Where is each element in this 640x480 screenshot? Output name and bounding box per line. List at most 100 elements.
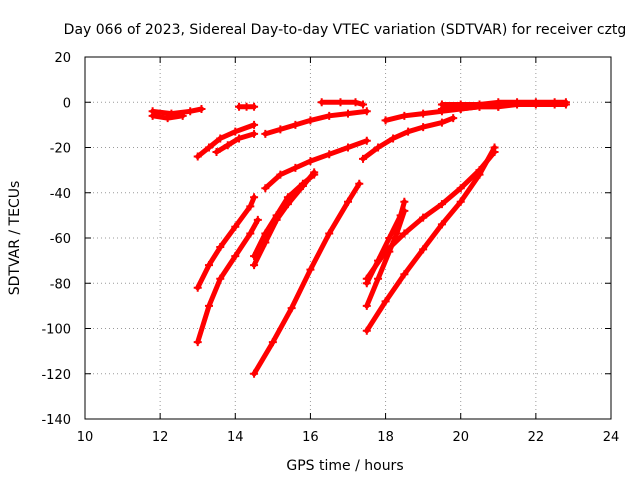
data-points [148, 98, 570, 378]
data-point-14-2 [419, 109, 428, 118]
data-point-20-6 [475, 170, 484, 179]
data-track-10 [250, 170, 319, 261]
data-point-14-0 [381, 116, 390, 125]
data-point-17-4 [400, 197, 409, 206]
x-tick-label-5: 20 [452, 430, 469, 445]
x-tick-label-3: 16 [302, 430, 319, 445]
data-point-20-5 [456, 197, 465, 206]
data-point-0-3 [197, 105, 206, 114]
data-point-12-4 [325, 229, 334, 238]
data-point-13-0 [359, 154, 368, 163]
data-point-1-2 [178, 111, 187, 120]
data-point-9-0 [250, 261, 259, 270]
data-point-7-4 [246, 202, 255, 211]
data-point-2-2 [250, 102, 259, 111]
data-track-line-20 [364, 145, 497, 334]
data-point-10-0 [250, 252, 259, 261]
data-point-7-1 [204, 261, 213, 270]
data-track-line-10 [251, 172, 317, 259]
data-point-7-3 [231, 222, 240, 231]
data-point-10-4 [298, 179, 307, 188]
y-tick-label-6: -20 [50, 142, 71, 157]
data-point-13-6 [449, 114, 458, 123]
data-point-12-0 [250, 369, 259, 378]
chart-title: Day 066 of 2023, Sidereal Day-to-day VTE… [64, 22, 627, 38]
data-track-6 [317, 98, 368, 109]
data-point-6-1 [336, 98, 345, 107]
x-tick-label-0: 10 [77, 430, 94, 445]
data-track-3 [193, 120, 259, 161]
data-track-4 [212, 129, 259, 157]
data-point-8-0 [193, 338, 202, 347]
data-point-4-1 [223, 141, 232, 150]
x-tick-label-1: 12 [152, 430, 169, 445]
data-point-8-5 [253, 215, 262, 224]
x-tick-label-6: 22 [528, 430, 545, 445]
data-point-18-0 [362, 301, 371, 310]
data-point-13-1 [374, 143, 383, 152]
data-point-14-1 [400, 111, 409, 120]
y-tick-label-2: -100 [41, 323, 71, 338]
data-point-10-5 [310, 170, 319, 179]
data-point-7-2 [216, 243, 225, 252]
data-track-line-8 [195, 217, 261, 345]
data-point-13-3 [404, 127, 413, 136]
data-track-12 [250, 179, 364, 378]
data-track-16 [437, 100, 570, 114]
data-point-16-0 [437, 105, 446, 114]
data-point-11-6 [362, 136, 371, 145]
data-point-1-1 [163, 114, 172, 123]
data-point-3-0 [193, 152, 202, 161]
data-point-0-2 [186, 107, 195, 116]
data-point-5-5 [344, 109, 352, 118]
data-point-3-3 [231, 127, 240, 136]
data-point-5-4 [325, 111, 334, 120]
x-tick-label-4: 18 [377, 430, 394, 445]
data-track-2 [235, 102, 259, 111]
y-tick-label-5: -40 [50, 187, 71, 202]
data-point-13-4 [419, 123, 428, 132]
data-point-5-1 [276, 125, 285, 134]
data-point-19-4 [437, 200, 446, 209]
y-tick-label-0: -140 [41, 413, 71, 428]
data-track-11 [261, 136, 371, 193]
data-point-1-0 [148, 111, 157, 120]
data-track-1 [148, 111, 187, 123]
y-axis-label: SDTVAR / TECUs [7, 181, 23, 296]
data-point-11-2 [291, 163, 300, 172]
data-track-19 [362, 148, 499, 283]
data-point-16-1 [456, 105, 465, 114]
data-point-5-3 [306, 116, 315, 125]
data-point-12-6 [355, 179, 364, 188]
x-axis-label: GPS time / hours [286, 458, 403, 474]
data-point-4-0 [212, 148, 221, 157]
data-point-12-3 [306, 265, 315, 274]
data-point-2-1 [242, 102, 251, 111]
data-point-11-4 [325, 150, 334, 159]
data-point-4-2 [235, 134, 244, 143]
data-point-12-5 [344, 197, 352, 206]
data-point-6-2 [351, 98, 360, 107]
data-point-8-3 [231, 252, 240, 261]
data-point-8-4 [246, 229, 255, 238]
data-track-line-19 [364, 149, 497, 282]
data-point-5-6 [362, 107, 371, 116]
data-point-20-1 [381, 297, 390, 306]
data-point-10-3 [283, 193, 292, 202]
data-point-12-1 [268, 338, 277, 347]
data-point-3-4 [250, 120, 259, 129]
data-point-10-2 [272, 211, 281, 220]
y-tick-label-1: -120 [41, 368, 71, 383]
data-point-19-0 [362, 274, 371, 283]
data-point-11-3 [306, 157, 315, 166]
data-point-18-1 [374, 274, 383, 283]
data-point-6-3 [359, 100, 368, 109]
data-point-16-2 [475, 102, 484, 111]
data-point-17-2 [385, 234, 394, 242]
data-track-line-6 [319, 99, 366, 107]
data-point-16-3 [494, 102, 503, 111]
data-track-20 [362, 143, 499, 335]
data-point-16-6 [550, 100, 559, 109]
data-point-20-7 [490, 143, 499, 152]
